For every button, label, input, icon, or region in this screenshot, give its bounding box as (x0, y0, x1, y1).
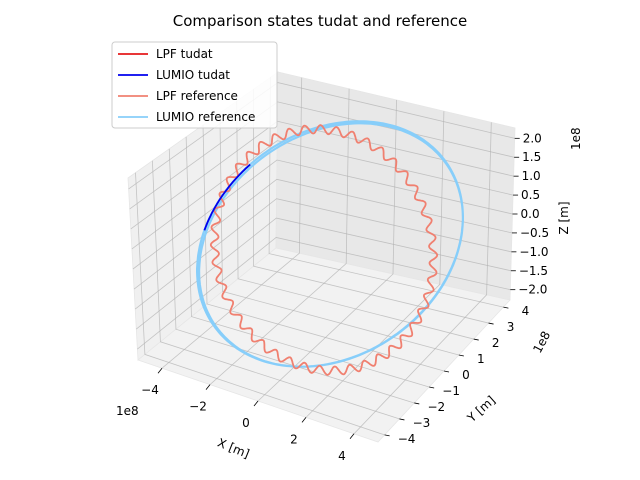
legend-label-lpf-reference: LPF reference (156, 89, 238, 103)
z-tick-label: −1.5 (519, 264, 548, 278)
z-tick-label: −2.0 (518, 283, 547, 297)
x-tick-mark (157, 367, 163, 374)
y-tick-label: 3 (507, 320, 515, 334)
grid-line-y (253, 89, 489, 324)
grid-line-x (305, 111, 445, 418)
x-axis-label: X [m] (216, 436, 252, 461)
z-tick-label: 0.5 (521, 188, 540, 202)
z-tick-label: 1.5 (522, 150, 541, 164)
y-tick-label: 0 (462, 368, 470, 382)
legend-label-lumio-reference: LUMIO reference (156, 110, 255, 124)
x-tick-label: −2 (189, 400, 207, 414)
floor-pane (137, 247, 511, 443)
axis-panes (127, 71, 516, 443)
y-tick-label: 1 (477, 352, 485, 366)
chart-title: Comparison states tudat and reference (173, 12, 468, 30)
y-tick-label: −4 (398, 432, 416, 446)
y-tick-mark (503, 306, 509, 309)
z-axis-label: Z [m] (557, 201, 571, 234)
z-tick-label: −0.5 (520, 226, 549, 240)
grid-line-z (128, 82, 515, 190)
x-tick-mark (349, 433, 355, 440)
y-tick-label: −1 (442, 384, 460, 398)
y-tick-label: 4 (522, 304, 530, 318)
y-tick-label: 2 (492, 336, 500, 350)
grid-line-z (129, 101, 515, 210)
z-tick-label: 0.0 (521, 207, 540, 221)
grid-lines (128, 77, 515, 436)
y-tick-mark (488, 322, 494, 325)
z-axis-ticks: −2.0 −1.5 −1.0 −0.5 0.0 0.5 1.0 1.5 2.0 (510, 131, 549, 297)
y-tick-mark (443, 370, 450, 373)
x-tick-mark (301, 417, 307, 423)
y-tick-label: −3 (413, 416, 431, 430)
grid-line-x (209, 88, 350, 385)
grid-line-y (268, 77, 504, 308)
grid-line-z (136, 217, 511, 330)
x-tick-mark (253, 400, 259, 407)
series-lumio-reference (196, 120, 464, 368)
y-tick-mark (473, 338, 479, 341)
x-tick-label: −4 (141, 383, 159, 397)
series-lpf-reference (209, 124, 439, 376)
grid-line-y (202, 124, 445, 372)
z-tick-label: 2.0 (523, 131, 542, 145)
grid-line-y (168, 148, 415, 404)
x-tick-label: 4 (338, 449, 346, 463)
x-scale-label: 1e8 (116, 404, 139, 418)
grid-line-z (133, 178, 513, 290)
legend: LPF tudat LUMIO tudat LPF reference LUMI… (111, 41, 278, 129)
grid-line-y (236, 101, 474, 340)
x-tick-label: 2 (290, 432, 298, 446)
series-lumio-tudat (203, 163, 251, 231)
y-tick-mark (384, 434, 390, 437)
y-axis-label: Y [m] (464, 393, 498, 426)
grid-line-y (135, 172, 385, 436)
y-scale-label: 1e8 (530, 329, 553, 356)
x-axis-ticks: −4 −2 0 2 4 (141, 367, 355, 463)
x-tick-mark (205, 384, 211, 390)
y-tick-mark (414, 402, 420, 405)
grid-line-y (185, 136, 430, 388)
legend-label-lpf-tudat: LPF tudat (156, 47, 213, 61)
z-tick-label: −1.0 (519, 245, 548, 259)
y-tick-mark (399, 418, 405, 421)
grid-line-z (132, 159, 513, 270)
z-tick-label: 1.0 (522, 169, 541, 183)
grid-line-x (353, 122, 492, 435)
legend-box (111, 41, 278, 129)
grid-line-y (219, 113, 459, 356)
y-tick-mark (429, 386, 435, 389)
z-scale-label: 1e8 (569, 127, 583, 150)
grid-line-y (151, 160, 400, 420)
y-tick-mark (458, 354, 464, 357)
legend-label-lumio-tudat: LUMIO tudat (156, 68, 230, 82)
y-tick-label: −2 (427, 400, 445, 414)
grid-line-z (137, 237, 511, 350)
x-tick-label: 0 (242, 416, 250, 430)
grid-line-z (131, 140, 514, 250)
